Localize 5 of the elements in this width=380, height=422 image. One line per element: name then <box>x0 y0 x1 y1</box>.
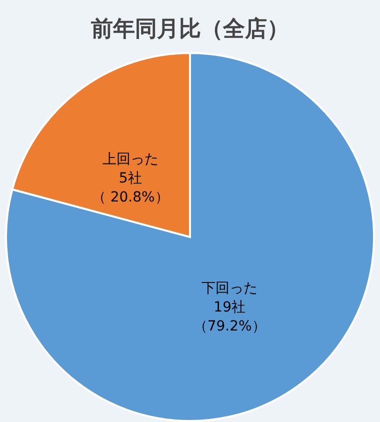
data-label: 5社（ 20.8%） <box>92 170 169 206</box>
data-label: 19社（79.2%） <box>193 300 266 335</box>
slice-label: 上回った <box>102 151 158 168</box>
slice-label: 下回った <box>202 280 258 297</box>
chart-title: 前年同月比（全店） <box>90 16 289 42</box>
